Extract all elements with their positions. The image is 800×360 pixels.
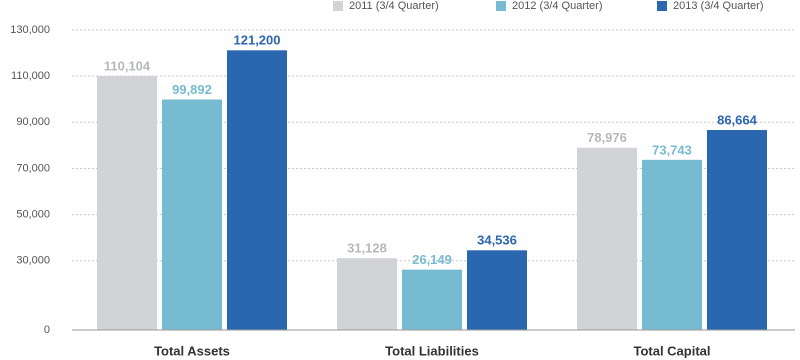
legend-swatch bbox=[657, 1, 667, 11]
x-tick-label: Total Assets bbox=[154, 343, 230, 358]
bar bbox=[402, 269, 462, 330]
bar bbox=[162, 99, 222, 330]
y-tick-label: 110,000 bbox=[11, 70, 50, 82]
x-tick-label: Total Capital bbox=[633, 343, 710, 358]
y-tick-label: 0 bbox=[44, 324, 50, 336]
y-tick-label: 130,000 bbox=[10, 24, 50, 36]
bar bbox=[577, 147, 637, 330]
y-tick-label: 30,000 bbox=[16, 255, 50, 267]
legend-label: 2011 (3/4 Quarter) bbox=[349, 0, 439, 12]
bar bbox=[642, 159, 702, 330]
legend-swatch bbox=[333, 1, 343, 11]
bar bbox=[97, 75, 157, 330]
y-tick-label: 70,000 bbox=[16, 162, 50, 174]
y-tick-label: 90,000 bbox=[16, 116, 50, 128]
value-label: 110,104 bbox=[104, 58, 151, 73]
value-label: 26,149 bbox=[412, 252, 452, 267]
value-label: 121,200 bbox=[234, 33, 281, 48]
bar bbox=[707, 130, 767, 330]
value-label: 78,976 bbox=[587, 130, 627, 145]
legend-swatch bbox=[496, 1, 506, 11]
legend-label: 2013 (3/4 Quarter) bbox=[673, 0, 764, 12]
bar bbox=[227, 50, 287, 331]
bar bbox=[337, 258, 397, 330]
y-tick-label: 50,000 bbox=[16, 209, 50, 221]
value-label: 86,664 bbox=[717, 112, 758, 127]
bar bbox=[467, 250, 527, 330]
x-tick-label: Total Liabilities bbox=[385, 343, 479, 358]
value-label: 31,128 bbox=[347, 241, 387, 256]
value-label: 99,892 bbox=[172, 82, 212, 97]
value-label: 73,743 bbox=[652, 142, 692, 157]
legend-label: 2012 (3/4 Quarter) bbox=[512, 0, 603, 12]
value-label: 34,536 bbox=[477, 233, 517, 248]
